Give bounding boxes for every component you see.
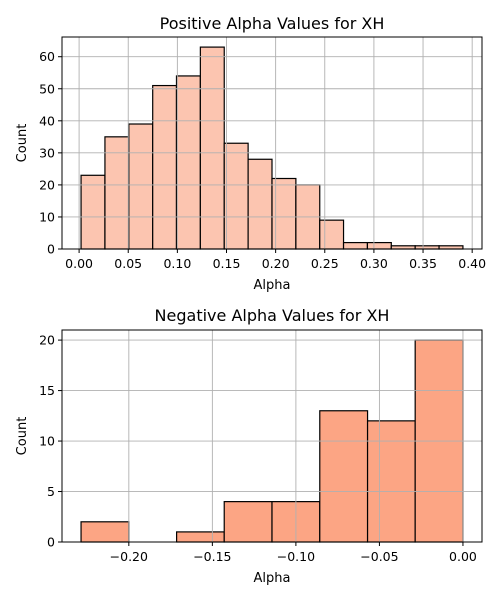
y-tick-label: 0 (47, 242, 55, 257)
y-tick-label: 10 (39, 209, 55, 224)
axes-frame (61, 329, 483, 543)
y-tick-label: 10 (39, 434, 55, 449)
x-axis-label: Alpha (254, 278, 291, 293)
x-tick-label: 0.35 (409, 256, 437, 271)
y-tick-label: 0 (47, 535, 55, 550)
grid (62, 330, 482, 543)
bar (199, 46, 225, 250)
x-tick-label: 0.00 (449, 549, 477, 564)
negative-alpha-histogram: −0.20 −0.15 −0.10 −0.05 0.00 0 5 10 15 20 Negative… (15, 306, 483, 586)
bar (319, 410, 369, 543)
bar (223, 501, 273, 543)
bar (80, 174, 106, 250)
bar (247, 158, 273, 250)
x-axis-ticks: −0.20 −0.15 −0.10 −0.05 0.00 (110, 542, 477, 564)
bars (80, 46, 464, 250)
y-tick-label: 20 (39, 177, 55, 192)
x-tick-label: −0.05 (360, 549, 398, 564)
x-tick-label: 0.25 (311, 256, 339, 271)
bar (128, 123, 154, 250)
positive-alpha-histogram: 0.00 0.05 0.10 0.15 0.20 0.25 0.30 0.35 0.40 0 10 2… (15, 14, 486, 293)
x-tick-label: 0.10 (163, 256, 191, 271)
y-axis-ticks: 0 10 20 30 40 50 60 (39, 49, 62, 257)
bar (104, 136, 130, 250)
y-tick-label: 5 (47, 484, 55, 499)
x-tick-label: −0.10 (277, 549, 315, 564)
bar (80, 521, 130, 543)
bar (366, 241, 392, 250)
bar (176, 531, 225, 543)
bar (319, 219, 345, 250)
y-tick-label: 40 (39, 113, 55, 128)
bar (223, 142, 249, 250)
x-axis-label: Alpha (254, 571, 291, 586)
x-tick-label: 0.15 (213, 256, 241, 271)
y-axis-ticks: 0 5 10 15 20 (39, 333, 62, 550)
bar (152, 84, 178, 250)
y-tick-label: 15 (39, 383, 55, 398)
bar (175, 75, 201, 250)
chart-title: Positive Alpha Values for XH (160, 14, 385, 33)
x-tick-label: 0.30 (360, 256, 388, 271)
y-axis-label: Count (15, 124, 30, 163)
y-tick-label: 50 (39, 81, 55, 96)
chart-title: Negative Alpha Values for XH (155, 306, 390, 325)
y-axis-label: Count (15, 417, 30, 456)
y-tick-label: 30 (39, 145, 55, 160)
x-tick-label: 0.05 (114, 256, 142, 271)
x-tick-label: 0.40 (458, 256, 486, 271)
x-tick-label: −0.15 (193, 549, 231, 564)
grid (62, 37, 482, 250)
axes-frame (61, 36, 483, 250)
x-axis-ticks: 0.00 0.05 0.10 0.15 0.20 0.25 0.30 0.35 0.40 (65, 249, 486, 271)
x-tick-label: −0.20 (110, 549, 148, 564)
y-tick-label: 60 (39, 49, 55, 64)
x-tick-label: 0.20 (262, 256, 290, 271)
x-tick-label: 0.00 (65, 256, 93, 271)
y-tick-label: 20 (39, 333, 55, 348)
bar (366, 420, 416, 543)
bar (342, 241, 369, 250)
